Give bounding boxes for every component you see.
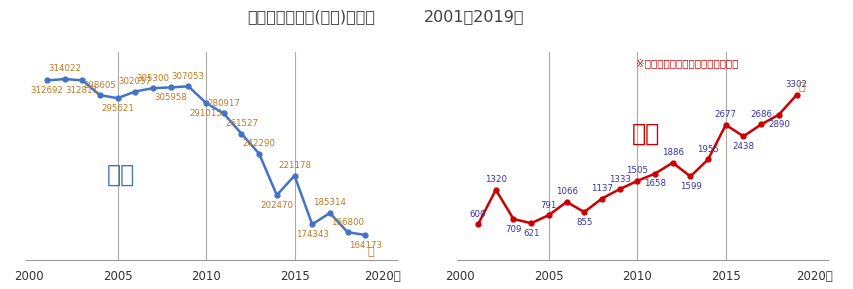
- Text: 242290: 242290: [242, 139, 276, 148]
- Text: 314022: 314022: [48, 64, 81, 73]
- Text: 2001～2019年: 2001～2019年: [423, 9, 524, 24]
- Text: 621: 621: [522, 229, 539, 238]
- Text: 男子: 男子: [107, 163, 135, 187]
- Text: 人: 人: [368, 247, 374, 257]
- Text: 1320: 1320: [485, 175, 506, 184]
- Text: 261527: 261527: [224, 119, 258, 128]
- Text: 312692: 312692: [31, 86, 63, 95]
- Text: 1066: 1066: [555, 187, 577, 197]
- Text: 791: 791: [540, 201, 556, 210]
- Text: 221178: 221178: [278, 161, 310, 170]
- Text: 2890: 2890: [767, 120, 789, 129]
- Text: 164173: 164173: [348, 240, 381, 249]
- Text: 女子: 女子: [631, 121, 659, 145]
- Text: 1886: 1886: [661, 148, 683, 157]
- Text: 280917: 280917: [207, 99, 240, 108]
- Text: 1137: 1137: [590, 184, 612, 193]
- Text: 1599: 1599: [679, 182, 700, 191]
- Text: 2686: 2686: [749, 110, 771, 119]
- Text: 185314: 185314: [313, 199, 346, 208]
- Text: 166800: 166800: [331, 218, 363, 227]
- Text: 305300: 305300: [136, 74, 169, 83]
- Text: 202470: 202470: [260, 201, 293, 210]
- Text: 600: 600: [469, 210, 486, 219]
- Text: 305958: 305958: [154, 93, 187, 102]
- Text: 312811: 312811: [66, 86, 99, 95]
- Text: 291015: 291015: [189, 109, 223, 118]
- Text: 174343: 174343: [295, 230, 328, 239]
- Text: 1658: 1658: [643, 179, 665, 188]
- Text: 人: 人: [798, 82, 804, 92]
- Text: 709: 709: [505, 225, 521, 234]
- Text: 855: 855: [575, 218, 592, 227]
- Text: 3302: 3302: [785, 80, 807, 89]
- Text: 中学野球部員数(軟式)の推移: 中学野球部員数(軟式)の推移: [247, 9, 375, 24]
- Text: 307053: 307053: [171, 72, 205, 81]
- Text: 298605: 298605: [84, 81, 116, 90]
- Text: 295621: 295621: [101, 104, 134, 113]
- Text: 1333: 1333: [608, 175, 630, 184]
- Text: 1955: 1955: [696, 145, 718, 154]
- Text: 302037: 302037: [119, 77, 152, 86]
- Text: 2677: 2677: [714, 110, 736, 119]
- Text: 1505: 1505: [625, 166, 647, 175]
- Text: 2438: 2438: [732, 142, 753, 151]
- Text: ※日本中学校体育連盟のデータより: ※日本中学校体育連盟のデータより: [635, 58, 738, 68]
